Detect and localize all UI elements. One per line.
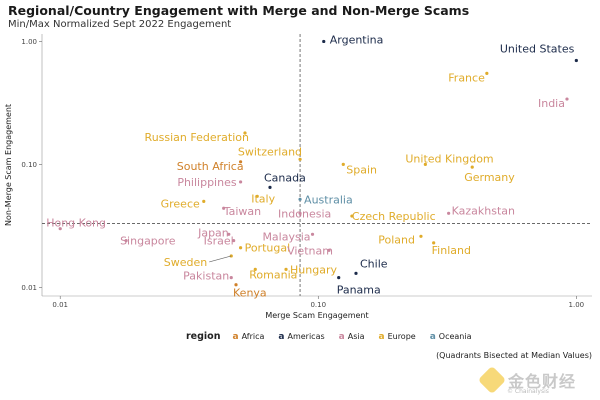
point-label-sweden: Sweden bbox=[164, 256, 207, 269]
point-vietnam bbox=[327, 248, 331, 252]
y-tick-label: 1.00 bbox=[21, 38, 37, 46]
point-italy bbox=[255, 194, 259, 198]
point-label-spain: Spain bbox=[346, 163, 377, 176]
point-philippines bbox=[238, 180, 243, 184]
point-portugal bbox=[238, 246, 243, 250]
x-tick-label: 0.01 bbox=[52, 301, 68, 309]
point-germany bbox=[470, 165, 474, 169]
legend: region a Africa a Americas a Asia a Europe a… bbox=[186, 331, 482, 342]
point-label-singapore: Singapore bbox=[120, 235, 176, 248]
point-japan bbox=[227, 232, 231, 236]
point-indonesia bbox=[298, 211, 302, 215]
x-tick-label: 1.00 bbox=[569, 301, 585, 309]
plot-points: Argentina United States France India Russian… bbox=[46, 33, 578, 300]
point-israel bbox=[232, 238, 236, 243]
point-label-japan: Japan bbox=[197, 226, 229, 239]
point-label-canada: Canada bbox=[264, 171, 306, 184]
point-label-chile: Chile bbox=[360, 257, 388, 270]
point-hong-kong bbox=[58, 227, 62, 231]
chart-title: Regional/Country Engagement with Merge a… bbox=[8, 3, 470, 18]
legend-item-americas: a Americas bbox=[278, 331, 325, 342]
point-australia bbox=[298, 197, 302, 201]
point-label-germany: Germany bbox=[464, 171, 515, 184]
point-label-panama: Panama bbox=[337, 284, 381, 297]
watermark-logo-icon bbox=[477, 365, 507, 395]
point-label-switzerland: Switzerland bbox=[238, 145, 302, 158]
legend-item-africa: a Africa bbox=[232, 331, 265, 342]
point-label-united-states: United States bbox=[500, 43, 575, 56]
point-singapore bbox=[124, 238, 128, 243]
point-kazakhstan bbox=[447, 211, 451, 215]
point-label-italy: Italy bbox=[251, 192, 275, 205]
legend-item-europe: a Europe bbox=[378, 331, 416, 342]
x-axis-label: Merge Scam Engagement bbox=[265, 311, 368, 320]
watermark: 金色财经 bbox=[477, 365, 577, 395]
point-taiwan bbox=[222, 206, 226, 210]
point-label-france: France bbox=[448, 71, 485, 84]
point-label-united-kingdom: United Kingdom bbox=[405, 152, 493, 165]
point-chile bbox=[354, 271, 358, 275]
legend-item-asia: a Asia bbox=[338, 331, 365, 342]
point-label-hong-kong: Hong Kong bbox=[46, 217, 106, 230]
quadrant-note: (Quadrants Bisected at Median Values) bbox=[436, 351, 592, 360]
point-france bbox=[485, 71, 489, 75]
point-label-hungary: Hungary bbox=[290, 263, 337, 276]
point-label-malaysia: Malaysia bbox=[262, 230, 310, 243]
point-india bbox=[565, 97, 569, 101]
point-spain bbox=[341, 162, 345, 166]
point-united-states bbox=[574, 58, 578, 63]
legend-title: region bbox=[186, 331, 221, 342]
point-label-romania: Romania bbox=[249, 268, 297, 281]
point-label-indonesia: Indonesia bbox=[278, 207, 331, 220]
y-tick-label: 0.01 bbox=[21, 284, 37, 292]
point-czech-republic bbox=[350, 214, 354, 218]
chart-subtitle: Min/Max Normalized Sept 2022 Engagement bbox=[8, 19, 232, 30]
point-label-india: India bbox=[538, 97, 565, 110]
point-pakistan bbox=[229, 275, 233, 280]
x-tick-label: 0.10 bbox=[310, 301, 326, 309]
y-axis-label: Non-Merge Scam Engagement bbox=[4, 104, 13, 226]
point-kenya bbox=[234, 283, 238, 287]
point-united-kingdom bbox=[423, 162, 427, 166]
point-south-africa bbox=[238, 160, 243, 164]
point-label-portugal: Portugal bbox=[245, 242, 291, 255]
point-label-greece: Greece bbox=[161, 197, 200, 210]
point-label-pakistan: Pakistan bbox=[183, 270, 229, 283]
point-label-australia: Australia bbox=[304, 193, 353, 206]
point-hungary bbox=[284, 267, 288, 271]
watermark-text: 金色财经 bbox=[508, 372, 577, 391]
point-finland bbox=[432, 241, 436, 245]
point-label-czech-republic: Czech Republic bbox=[352, 210, 436, 223]
point-label-israel: Israel bbox=[204, 235, 234, 248]
plot-axes: 0.01 0.10 1.00 0.01 0.10 1.00 bbox=[21, 34, 592, 309]
point-malaysia bbox=[310, 232, 315, 236]
point-label-philippines: Philippines bbox=[177, 176, 237, 189]
point-russian-federation bbox=[243, 131, 247, 135]
point-panama bbox=[337, 275, 341, 280]
point-poland bbox=[419, 234, 423, 238]
point-greece bbox=[202, 199, 206, 203]
point-argentina bbox=[322, 39, 326, 44]
watermark-sub: © Chainalysis bbox=[507, 388, 549, 395]
legend-item-oceania: a Oceania bbox=[429, 331, 472, 342]
point-canada bbox=[268, 185, 272, 189]
point-label-south-africa: South Africa bbox=[177, 160, 244, 173]
point-label-taiwan: Taiwan bbox=[223, 205, 261, 218]
point-label-argentina: Argentina bbox=[330, 33, 384, 46]
point-label-russian-federation: Russian Federation bbox=[145, 131, 249, 144]
point-romania bbox=[253, 267, 257, 271]
point-switzerland bbox=[298, 157, 302, 161]
point-label-kazakhstan: Kazakhstan bbox=[452, 204, 515, 217]
point-label-finland: Finland bbox=[432, 244, 471, 257]
point-label-poland: Poland bbox=[378, 233, 415, 246]
y-tick-label: 0.10 bbox=[21, 161, 37, 169]
point-label-kenya: Kenya bbox=[233, 287, 267, 300]
point-label-vietnam: Vietnam bbox=[287, 244, 333, 257]
sweden-leader-line bbox=[209, 255, 232, 263]
